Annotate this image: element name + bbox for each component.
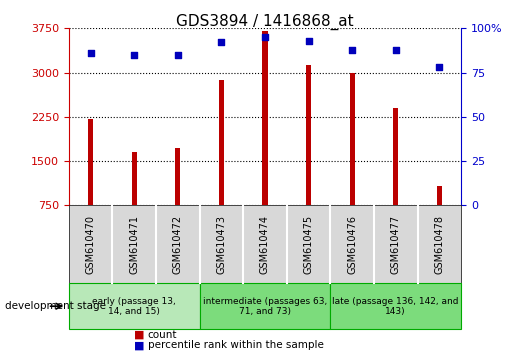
Point: [130, 52, 138, 58]
Bar: [88, 119, 93, 250]
Bar: [175, 148, 180, 250]
Point: [261, 34, 269, 40]
Text: count: count: [147, 330, 177, 339]
Bar: [131, 152, 137, 250]
Text: GSM610478: GSM610478: [434, 215, 444, 274]
Text: GSM610475: GSM610475: [304, 215, 314, 274]
Point: [435, 64, 444, 70]
Text: ■: ■: [134, 340, 145, 350]
Text: intermediate (passages 63,
71, and 73): intermediate (passages 63, 71, and 73): [203, 297, 327, 316]
Text: GSM610477: GSM610477: [391, 215, 401, 274]
Point: [392, 47, 400, 52]
Text: GSM610472: GSM610472: [173, 215, 183, 274]
Bar: [306, 65, 311, 250]
Text: GSM610473: GSM610473: [216, 215, 226, 274]
Point: [304, 38, 313, 44]
Text: early (passage 13,
14, and 15): early (passage 13, 14, and 15): [92, 297, 176, 316]
Text: GDS3894 / 1416868_at: GDS3894 / 1416868_at: [176, 14, 354, 30]
Text: late (passage 136, 142, and
143): late (passage 136, 142, and 143): [332, 297, 459, 316]
Bar: [219, 80, 224, 250]
Text: GSM610471: GSM610471: [129, 215, 139, 274]
Bar: [262, 31, 268, 250]
Bar: [437, 186, 442, 250]
Point: [86, 50, 95, 56]
Text: development stage: development stage: [5, 301, 107, 311]
Text: ■: ■: [134, 330, 145, 339]
Bar: [393, 108, 399, 250]
Text: percentile rank within the sample: percentile rank within the sample: [147, 340, 323, 350]
Point: [348, 47, 356, 52]
Text: GSM610476: GSM610476: [347, 215, 357, 274]
Point: [217, 40, 226, 45]
Point: [174, 52, 182, 58]
Bar: [350, 73, 355, 250]
Text: GSM610474: GSM610474: [260, 215, 270, 274]
Text: GSM610470: GSM610470: [86, 215, 96, 274]
